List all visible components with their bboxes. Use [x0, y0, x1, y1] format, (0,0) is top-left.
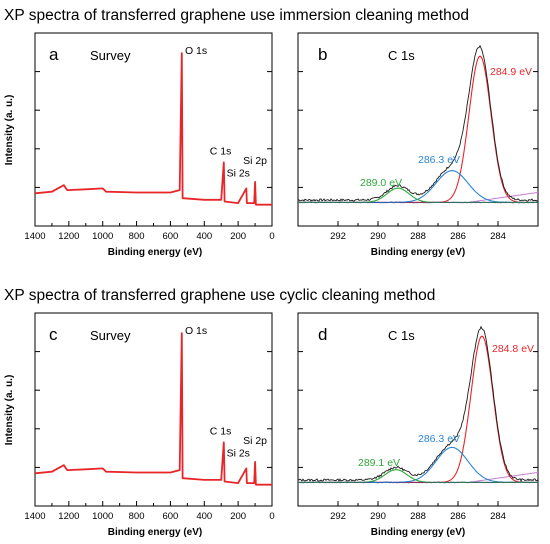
panel-d-xtick-label-3: 286	[450, 511, 466, 522]
panel-c-ylabel: Intensity (a. u.)	[4, 375, 15, 446]
panel-c-title: Survey	[90, 328, 131, 343]
panel-c-survey-line	[34, 332, 272, 486]
panel-a-ylabel: Intensity (a. u.)	[4, 95, 15, 166]
panel-d-xtick-label-2: 288	[410, 511, 426, 522]
panel-a-xtick-label-7: 0	[269, 231, 274, 242]
panel-b-fit-286-label: 286.3 eV	[418, 154, 460, 166]
panel-b-xlabel: Binding energy (eV)	[371, 247, 465, 258]
panel-c-xtick-label-3: 800	[129, 511, 145, 522]
panel-b-data-line	[297, 44, 539, 202]
panel-c-peak-label-2: Si 2s	[227, 447, 250, 459]
panel-b-baseline	[297, 201, 539, 204]
panel-d-baseline	[297, 481, 539, 484]
panel-d-xlabel: Binding energy (eV)	[371, 527, 465, 538]
panel-a-peak-label-3: Si 2p	[243, 155, 267, 167]
panel-c-xtick-label-1: 1200	[58, 511, 79, 522]
panel-b-xtick-label-1: 290	[370, 231, 386, 242]
panel-c-peak-label-1: C 1s	[210, 425, 232, 437]
panel-a-title: Survey	[90, 48, 131, 63]
panel-b-title: C 1s	[388, 48, 415, 63]
panel-b-label: b	[318, 45, 327, 64]
panel-d-xtick-label-1: 290	[370, 511, 386, 522]
panel-b-xtick-label-4: 284	[490, 231, 506, 242]
panel-d-xtick-label-4: 284	[490, 511, 506, 522]
panel-c-xtick-label-5: 400	[196, 511, 212, 522]
panel-c-xlabel: Binding energy (eV)	[108, 527, 202, 538]
panel-c-xtick-label-2: 1000	[92, 511, 113, 522]
panel-b-xtick-label-2: 288	[410, 231, 426, 242]
panel-b-fit-289-label: 289.0 eV	[360, 177, 402, 189]
panel-d-fit-289-label: 289.1 eV	[358, 457, 400, 469]
panel-a-xtick-label-1: 1200	[58, 231, 79, 242]
panel-a-xtick-label-6: 200	[230, 231, 246, 242]
panel-c-peak-label-0: O 1s	[185, 325, 207, 337]
panel-d-xtick-label-0: 292	[330, 511, 346, 522]
panel-a-label: a	[49, 45, 59, 64]
panel-a-peak-label-1: C 1s	[210, 145, 232, 157]
frame-c	[34, 312, 273, 507]
panel-c-label: c	[49, 325, 58, 344]
panel-a-xtick-label-0: 1400	[24, 231, 45, 242]
panel-d-data-line	[297, 325, 539, 483]
panel-a-xtick-label-5: 400	[196, 231, 212, 242]
panel-a-xtick-label-2: 1000	[92, 231, 113, 242]
panel-c-xtick-label-6: 200	[230, 511, 246, 522]
panel-a-xtick-label-3: 800	[129, 231, 145, 242]
panel-b-fit-284-label: 284.9 eV	[490, 66, 532, 78]
panel-a-peak-label-2: Si 2s	[227, 167, 250, 179]
panel-a-xlabel: Binding energy (eV)	[108, 247, 202, 258]
panel-d-fit-284-curve	[298, 335, 538, 483]
panel-d-fit-286-label: 286.3 eV	[418, 433, 460, 445]
heading-cyclic: XP spectra of transferred graphene use c…	[4, 287, 435, 304]
panel-a-survey-line	[34, 52, 272, 206]
panel-d-title: C 1s	[388, 328, 415, 343]
panel-c-xtick-label-4: 600	[162, 511, 178, 522]
panel-c-xtick-label-0: 1400	[24, 511, 45, 522]
panel-a-xtick-label-4: 600	[162, 231, 178, 242]
panel-c-xtick-label-7: 0	[269, 511, 274, 522]
panel-c-peak-label-3: Si 2p	[243, 435, 267, 447]
panel-b-xtick-label-0: 292	[330, 231, 346, 242]
panel-d-label: d	[318, 325, 327, 344]
panel-a-peak-label-0: O 1s	[185, 45, 207, 57]
panel-b-xtick-label-3: 286	[450, 231, 466, 242]
heading-immersion: XP spectra of transferred graphene use i…	[4, 7, 469, 24]
frame-a	[34, 32, 273, 227]
panel-d-fit-284-label: 284.8 eV	[492, 343, 534, 355]
